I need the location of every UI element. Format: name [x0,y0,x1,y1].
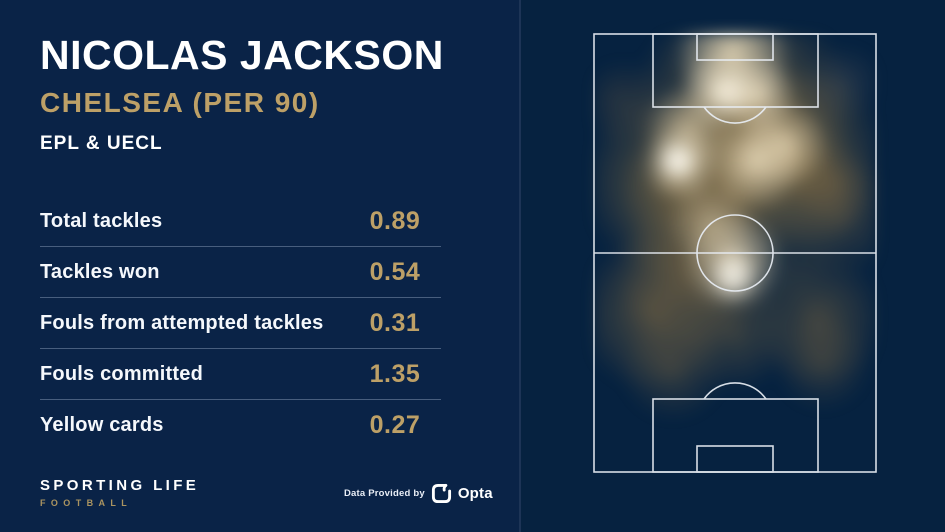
heatmap-panel [521,0,945,532]
stat-value: 0.31 [369,308,421,337]
heatmap-layer [593,33,877,473]
heat-blob [740,100,830,190]
stat-label: Fouls from attempted tackles [40,311,324,334]
pitch [593,33,877,473]
stat-row-fouls-from-tackles: Fouls from attempted tackles 0.31 [40,298,441,348]
stat-label: Fouls committed [40,362,204,385]
stat-label: Yellow cards [40,413,164,436]
heat-blob [655,139,699,183]
heat-blob [706,249,760,303]
row-divider [40,348,441,349]
page-title: NICOLAS JACKSON [40,32,444,78]
row-divider [40,399,441,400]
stat-row-fouls-committed: Fouls committed 1.35 [40,349,441,399]
stat-label: Total tackles [40,209,163,232]
stats-table: Total tackles 0.89 Tackles won 0.54 Foul… [40,196,441,450]
brand-subtitle: FOOTBALL [40,498,133,508]
team-context-subtitle: CHELSEA (PER 90) [40,87,320,118]
competitions-label: EPL & UECL [40,133,163,154]
panel-divider [519,0,521,532]
provider-name: Opta [457,484,493,502]
stat-row-total-tackles: Total tackles 0.89 [40,196,441,246]
row-divider [40,297,441,298]
data-attribution: Data Provided by Opta [344,482,493,504]
brand-name: SPORTING LIFE [40,477,200,494]
stat-value: 0.27 [369,410,421,439]
row-divider [40,246,441,247]
stat-value: 0.54 [369,257,421,286]
stat-row-yellow-cards: Yellow cards 0.27 [40,400,441,450]
stat-value: 1.35 [369,359,421,388]
stat-label: Tackles won [40,260,160,283]
sporting-life-logo: SPORTING LIFE FOOTBALL [40,477,199,508]
heat-blob [705,69,753,117]
opta-logo-icon [431,483,451,503]
stats-panel: NICOLAS JACKSON CHELSEA (PER 90) EPL & U… [40,32,493,508]
stat-row-tackles-won: Tackles won 0.54 [40,247,441,297]
stat-value: 0.89 [369,206,421,235]
attribution-text: Data Provided by [344,487,425,499]
heat-blob [805,43,877,123]
